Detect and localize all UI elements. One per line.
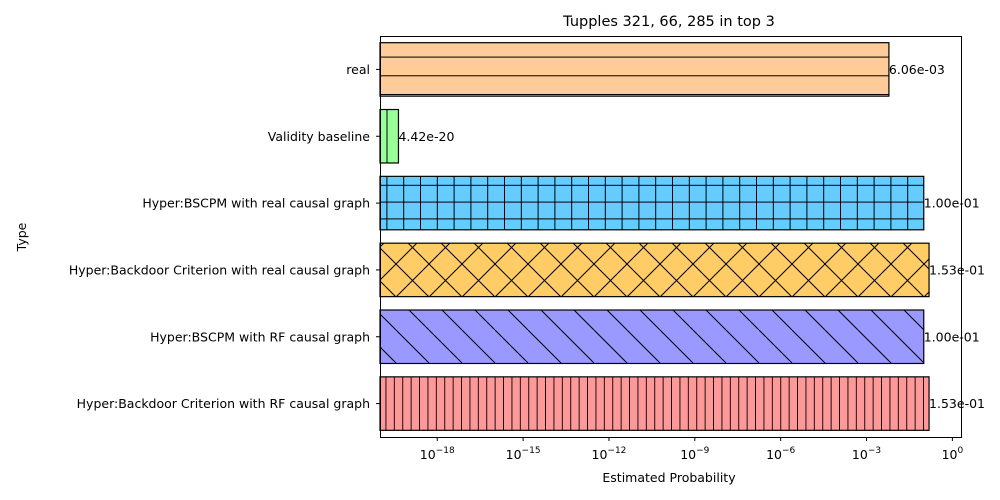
x-tick-label: 10−18	[420, 446, 455, 462]
bar-value-label: 1.53e-01	[929, 396, 985, 411]
bar	[379, 42, 890, 97]
y-category-labels: real Validity baseline Hyper:BSCPM with re…	[69, 62, 380, 411]
x-tick-label: 10−3	[852, 446, 881, 462]
y-category-label: Hyper:BSCPM with RF causal graph	[150, 329, 370, 344]
bar	[379, 309, 925, 365]
x-tick-label: 10−12	[592, 446, 627, 462]
y-axis-label: Type	[14, 222, 29, 252]
bar	[379, 376, 930, 431]
bar-value-label: 6.06e-03	[889, 62, 945, 77]
bar-hatch	[379, 42, 890, 97]
x-axis-label: Estimated Probability	[602, 470, 736, 485]
bar-value-label: 1.00e-01	[924, 196, 980, 211]
bar-value-label: 1.53e-01	[929, 262, 985, 277]
x-tick-label: 100	[942, 446, 964, 462]
bars-layer	[379, 42, 930, 431]
y-category-label: Validity baseline	[268, 129, 371, 144]
bar	[379, 175, 925, 231]
x-tick-label: 10−6	[766, 446, 795, 462]
y-category-label: Hyper:Backdoor Criterion with RF causal …	[77, 396, 370, 411]
bar-hatch	[379, 175, 925, 231]
bar	[379, 242, 930, 298]
y-category-label: Hyper:BSCPM with real causal graph	[142, 196, 370, 211]
plot-frame	[380, 36, 962, 438]
bar-hatch	[379, 309, 925, 365]
bar-hatch	[379, 376, 930, 431]
y-category-label: real	[346, 62, 370, 77]
x-tick-label: 10−9	[680, 446, 709, 462]
chart-title: Tupples 321, 66, 285 in top 3	[562, 14, 775, 30]
x-tick-labels: 10−18 10−15 10−12 10−9 10−6 10−3 100	[420, 437, 964, 462]
bar-value-label: 1.00e-01	[924, 329, 980, 344]
bar	[379, 108, 400, 164]
x-tick-label: 10−15	[506, 446, 541, 462]
value-labels: 6.06e-03 4.42e-20 1.00e-01 1.53e-01 1.00e-01…	[398, 62, 985, 411]
y-category-label: Hyper:Backdoor Criterion with real causa…	[69, 262, 370, 277]
bar-value-label: 4.42e-20	[398, 129, 454, 144]
bar-hatch	[379, 242, 930, 298]
bar-hatch	[379, 108, 400, 164]
